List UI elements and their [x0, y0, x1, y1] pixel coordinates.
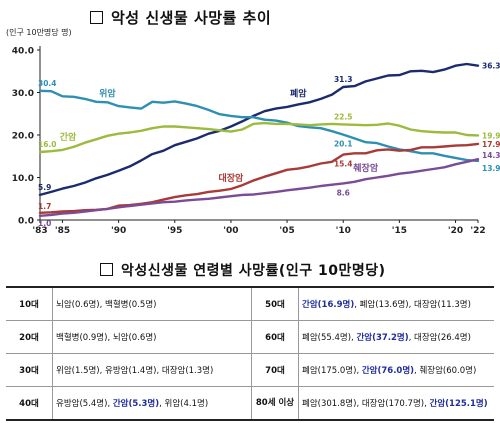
cause-of-death-item: 폐암(175.0명): [302, 366, 357, 376]
cause-of-death-item: 대장암(11.3명): [414, 300, 471, 310]
table-row: 20대 백혈병(0.9명), 뇌암(0.6명) 60대 폐암(55.4명), 간암(3…: [6, 320, 494, 354]
cause-of-death-item: 위암(4.1명): [164, 399, 209, 409]
series-label: 간암: [60, 131, 77, 143]
cause-of-death-item: 폐암(13.6명): [359, 300, 409, 310]
series-label: 위암: [99, 87, 116, 99]
causes-cell: 폐암(301.8명), 대장암(170.7명), 간암(125.1명): [298, 386, 494, 421]
series-line-폐암: [38, 62, 480, 197]
age-group-cell: 10대: [6, 286, 53, 321]
x-tick-label: '20: [448, 226, 463, 236]
cause-of-death-item: 간암(5.3명): [112, 399, 160, 409]
data-label: 1.0: [38, 219, 51, 228]
cause-of-death-item: 폐암(55.4명): [302, 333, 352, 343]
cause-of-death-item: 간암(37.2명): [356, 333, 409, 343]
table-row: 40대 유방암(5.4명), 간암(5.3명), 위암(4.1명) 80세 이상 폐암…: [6, 386, 494, 421]
cause-of-death-item: 간암(76.0명): [361, 366, 415, 376]
data-label: 31.3: [334, 75, 353, 84]
cause-of-death-item: 대장암(26.4명): [414, 333, 471, 343]
causes-cell: 폐암(55.4명), 간암(37.2명), 대장암(26.4명): [298, 320, 494, 354]
table-title-text: 악성신생물 연령별 사망률(인구 10만명당): [121, 263, 386, 279]
data-label: 20.1: [334, 140, 353, 149]
cause-of-death-item: 대장암(170.7명): [361, 399, 425, 409]
data-label: 19.9: [482, 131, 500, 140]
series-label: 대장암: [219, 172, 245, 184]
data-label: 17.9: [482, 140, 500, 149]
data-label: 13.9: [482, 164, 500, 173]
series-line-간암: [38, 121, 480, 154]
cause-of-death-item: 위암(1.5명): [56, 366, 100, 376]
series-label: 췌장암: [353, 162, 379, 174]
x-tick-label: '22: [470, 226, 485, 236]
data-label: 1.7: [38, 202, 51, 211]
causes-cell: 간암(16.9명), 폐암(13.6명), 대장암(11.3명): [298, 286, 494, 321]
series-label: 폐암: [290, 87, 307, 99]
x-tick-label: '05: [279, 226, 294, 236]
age-group-cell: 70대: [251, 353, 299, 387]
x-tick-label: '85: [55, 226, 70, 236]
x-tick-label: '15: [392, 226, 407, 236]
y-tick-label: 20.0: [12, 132, 34, 142]
causes-cell: 위암(1.5명), 유방암(1.4명), 대장암(1.3명): [52, 353, 252, 387]
causes-cell: 백혈병(0.9명), 뇌암(0.6명): [52, 320, 252, 354]
line-chart: 0.0 10.0 20.0 30.0 40.0 '83 '85 '90 '95 '00 '05 '10…: [12, 46, 500, 236]
y-axis-unit-label: (인구 10만명당 명): [6, 28, 72, 37]
causes-cell: 폐암(175.0명), 간암(76.0명), 췌장암(60.0명): [298, 353, 494, 387]
age-group-cell: 80세 이상: [251, 386, 299, 421]
age-group-cell: 60대: [251, 320, 299, 354]
data-label: 5.9: [38, 183, 51, 192]
cause-of-death-item: 유방암(5.4명): [56, 399, 108, 409]
data-label: 30.4: [38, 79, 57, 88]
cause-of-death-item: 백혈병(0.9명): [56, 333, 108, 343]
series-line-췌장암: [38, 158, 480, 217]
table-row: 10대 뇌암(0.6명), 백혈병(0.5명) 50대 간암(16.9명), 폐암(1…: [6, 286, 494, 321]
cause-of-death-item: 뇌암(0.6명): [112, 333, 157, 343]
series-line-대장암: [38, 142, 480, 214]
cause-of-death-item: 뇌암(0.6명): [56, 300, 100, 310]
checkbox-square-icon: [90, 11, 103, 24]
causes-cell: 뇌암(0.6명), 백혈병(0.5명): [52, 286, 252, 321]
chart-title-text: 악성 신생물 사망률 추이: [111, 9, 272, 27]
table-row: 30대 위암(1.5명), 유방암(1.4명), 대장암(1.3명) 70대 폐암(1…: [6, 353, 494, 387]
y-tick-label: 0.0: [18, 217, 34, 227]
chart-title: 악성 신생물 사망률 추이: [90, 7, 271, 28]
causes-cell: 유방암(5.4명), 간암(5.3명), 위암(4.1명): [52, 386, 252, 421]
cause-of-death-item: 대장암(1.3명): [161, 366, 214, 376]
age-group-cell: 40대: [6, 386, 53, 421]
y-tick-label: 40.0: [12, 47, 34, 57]
table-title: 악성신생물 연령별 사망률(인구 10만명당): [100, 260, 385, 280]
x-tick-label: '10: [336, 226, 351, 236]
data-label: 16.0: [38, 140, 57, 149]
age-group-cell: 20대: [6, 320, 53, 354]
x-tick-label: '00: [223, 226, 238, 236]
cause-of-death-item: 백혈병(0.5명): [105, 300, 157, 310]
age-group-cell: 50대: [251, 286, 299, 321]
y-tick-label: 10.0: [12, 174, 34, 184]
age-group-cell: 30대: [6, 353, 53, 387]
x-tick-label: '90: [111, 226, 126, 236]
x-tick-label: '83: [32, 226, 47, 236]
data-label: 8.6: [337, 188, 350, 197]
cause-of-death-item: 췌장암(60.0명): [419, 366, 477, 376]
data-label: 36.3: [482, 62, 500, 71]
x-tick-label: '95: [167, 226, 182, 236]
data-label: 15.4: [334, 160, 353, 169]
cause-of-death-item: 간암(16.9명): [302, 300, 355, 310]
cause-of-death-item: 유방암(1.4명): [105, 366, 157, 376]
cause-of-death-item: 폐암(301.8명): [302, 399, 357, 409]
data-label: 22.5: [334, 112, 353, 121]
y-tick-label: 30.0: [12, 89, 34, 99]
age-mortality-table: 10대 뇌암(0.6명), 백혈병(0.5명) 50대 간암(16.9명), 폐암(1…: [6, 286, 494, 421]
data-label: 14.3: [482, 151, 500, 160]
cause-of-death-item: 간암(125.1명): [429, 399, 488, 409]
checkbox-square-icon: [100, 263, 113, 276]
